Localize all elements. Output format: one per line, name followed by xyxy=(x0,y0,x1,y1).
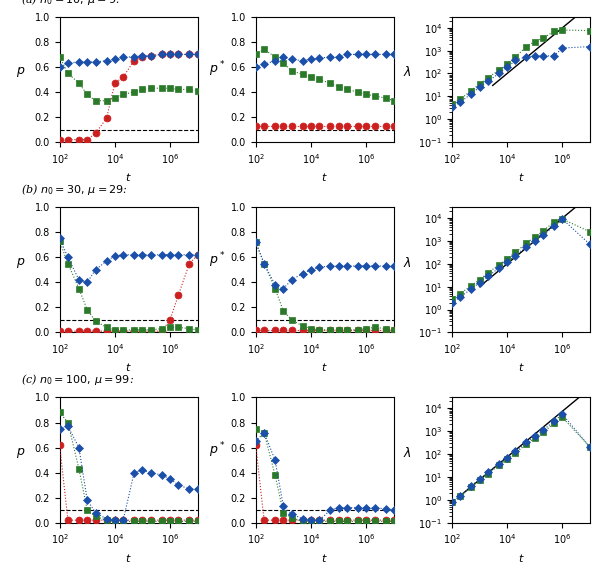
X-axis label: $t$: $t$ xyxy=(517,171,524,183)
X-axis label: $t$: $t$ xyxy=(321,361,328,373)
Text: (c) $n_0 = 100,\, \mu = 99$:: (c) $n_0 = 100,\, \mu = 99$: xyxy=(21,373,134,387)
X-axis label: $t$: $t$ xyxy=(517,552,524,562)
X-axis label: $t$: $t$ xyxy=(321,171,328,183)
X-axis label: $t$: $t$ xyxy=(125,361,132,373)
Y-axis label: $p^*$: $p^*$ xyxy=(209,250,225,270)
Text: (a) $n_0 = 10,\, \mu = 9$:: (a) $n_0 = 10,\, \mu = 9$: xyxy=(21,0,120,7)
X-axis label: $t$: $t$ xyxy=(125,171,132,183)
Text: (b) $n_0 = 30,\, \mu = 29$:: (b) $n_0 = 30,\, \mu = 29$: xyxy=(21,182,128,197)
Y-axis label: $\lambda$: $\lambda$ xyxy=(403,446,412,460)
Y-axis label: $p$: $p$ xyxy=(16,256,25,270)
Y-axis label: $\lambda$: $\lambda$ xyxy=(403,65,412,79)
X-axis label: $t$: $t$ xyxy=(517,361,524,373)
Y-axis label: $\lambda$: $\lambda$ xyxy=(403,256,412,270)
Y-axis label: $p$: $p$ xyxy=(16,446,25,460)
X-axis label: $t$: $t$ xyxy=(321,552,328,562)
Y-axis label: $p^*$: $p^*$ xyxy=(209,60,225,79)
Y-axis label: $p$: $p$ xyxy=(16,65,25,79)
X-axis label: $t$: $t$ xyxy=(125,552,132,562)
Y-axis label: $p^*$: $p^*$ xyxy=(209,441,225,460)
